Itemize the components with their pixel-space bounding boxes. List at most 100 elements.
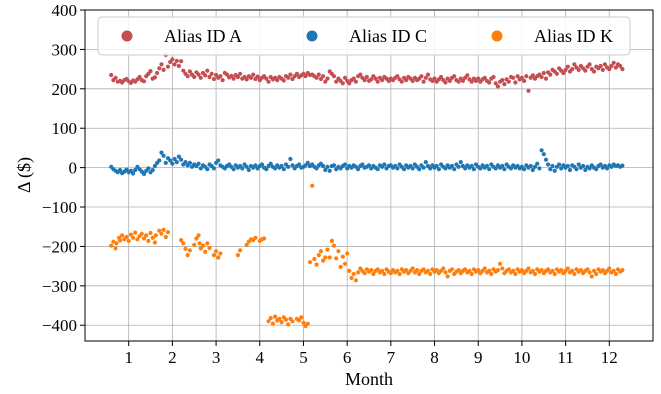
data-point bbox=[371, 271, 376, 277]
data-point bbox=[360, 162, 365, 167]
data-point bbox=[244, 242, 249, 247]
data-point bbox=[211, 166, 216, 171]
y-axis-title: Δ ($) bbox=[14, 157, 35, 193]
data-point bbox=[382, 162, 387, 167]
data-point bbox=[152, 75, 157, 80]
data-point bbox=[559, 166, 564, 171]
y-tick-label: −300 bbox=[42, 277, 77, 296]
data-point bbox=[176, 63, 181, 69]
data-point bbox=[165, 230, 171, 235]
data-point bbox=[463, 267, 468, 272]
data-point bbox=[482, 75, 487, 80]
data-point bbox=[286, 75, 291, 80]
data-point bbox=[170, 57, 175, 62]
data-point bbox=[620, 163, 625, 168]
data-point bbox=[500, 163, 505, 169]
data-point bbox=[576, 162, 581, 167]
plot-frame bbox=[84, 9, 654, 342]
data-point bbox=[297, 318, 302, 323]
data-point bbox=[561, 70, 566, 76]
data-point bbox=[179, 238, 184, 243]
data-point bbox=[594, 167, 599, 172]
data-point bbox=[305, 321, 310, 326]
y-tick-label: −400 bbox=[42, 316, 77, 335]
data-point bbox=[443, 270, 448, 275]
data-point bbox=[197, 241, 202, 246]
data-point bbox=[301, 320, 306, 325]
data-point bbox=[133, 167, 138, 173]
data-point bbox=[331, 243, 337, 248]
data-point bbox=[286, 164, 291, 169]
data-point bbox=[281, 78, 286, 83]
data-point bbox=[572, 62, 577, 67]
data-point bbox=[334, 79, 339, 84]
data-point bbox=[203, 73, 208, 78]
data-point bbox=[528, 163, 533, 169]
data-point bbox=[331, 163, 337, 168]
data-point bbox=[231, 167, 236, 172]
data-point bbox=[421, 79, 426, 84]
data-point bbox=[554, 71, 560, 76]
data-point bbox=[563, 67, 568, 72]
data-point bbox=[548, 167, 553, 172]
data-point bbox=[356, 270, 361, 275]
data-point bbox=[286, 322, 291, 327]
data-point bbox=[161, 67, 166, 72]
data-point bbox=[209, 71, 214, 76]
y-axis: −400 −300 −200 −100 0 100 200 300 400 bbox=[42, 1, 85, 335]
data-point bbox=[539, 268, 544, 273]
data-point bbox=[316, 72, 321, 77]
data-point bbox=[342, 261, 348, 266]
data-point bbox=[456, 268, 461, 273]
data-point bbox=[246, 167, 251, 173]
series-layer bbox=[109, 52, 625, 329]
data-point bbox=[469, 163, 474, 169]
data-point bbox=[117, 167, 123, 173]
data-point bbox=[194, 236, 199, 241]
grid bbox=[85, 9, 653, 341]
data-point bbox=[445, 274, 450, 279]
data-point bbox=[452, 167, 457, 172]
data-point bbox=[220, 78, 225, 83]
data-point bbox=[559, 268, 564, 273]
y-tick-label: 200 bbox=[52, 80, 78, 99]
data-point bbox=[598, 162, 603, 167]
x-tick-label: 5 bbox=[299, 348, 308, 367]
data-point bbox=[334, 256, 339, 261]
data-point bbox=[511, 75, 516, 80]
data-point bbox=[323, 167, 328, 173]
data-point bbox=[369, 268, 374, 273]
data-point bbox=[458, 160, 463, 165]
data-point bbox=[183, 160, 188, 165]
data-point bbox=[192, 242, 197, 247]
data-point bbox=[557, 162, 562, 167]
data-point bbox=[567, 167, 573, 173]
data-point bbox=[323, 79, 328, 84]
data-point bbox=[253, 163, 258, 168]
data-point bbox=[369, 77, 374, 82]
data-point bbox=[244, 164, 249, 169]
data-point bbox=[157, 66, 162, 71]
data-point bbox=[187, 69, 192, 74]
data-point bbox=[168, 158, 173, 163]
data-point bbox=[578, 268, 584, 273]
data-point bbox=[401, 167, 407, 172]
data-point bbox=[491, 74, 496, 80]
data-point bbox=[120, 233, 125, 238]
data-point bbox=[268, 316, 273, 321]
data-point bbox=[268, 161, 273, 166]
x-tick-label: 12 bbox=[601, 348, 618, 367]
data-point bbox=[192, 74, 197, 80]
data-point bbox=[159, 150, 164, 155]
data-point bbox=[585, 267, 590, 272]
data-point bbox=[347, 268, 352, 273]
data-point bbox=[502, 167, 507, 172]
data-point bbox=[198, 75, 203, 80]
data-point bbox=[327, 168, 332, 173]
data-point bbox=[235, 74, 240, 80]
y-tick-label: 300 bbox=[52, 40, 78, 59]
data-point bbox=[388, 271, 393, 276]
data-point bbox=[530, 73, 535, 78]
data-point bbox=[248, 75, 254, 80]
data-point bbox=[362, 78, 367, 83]
